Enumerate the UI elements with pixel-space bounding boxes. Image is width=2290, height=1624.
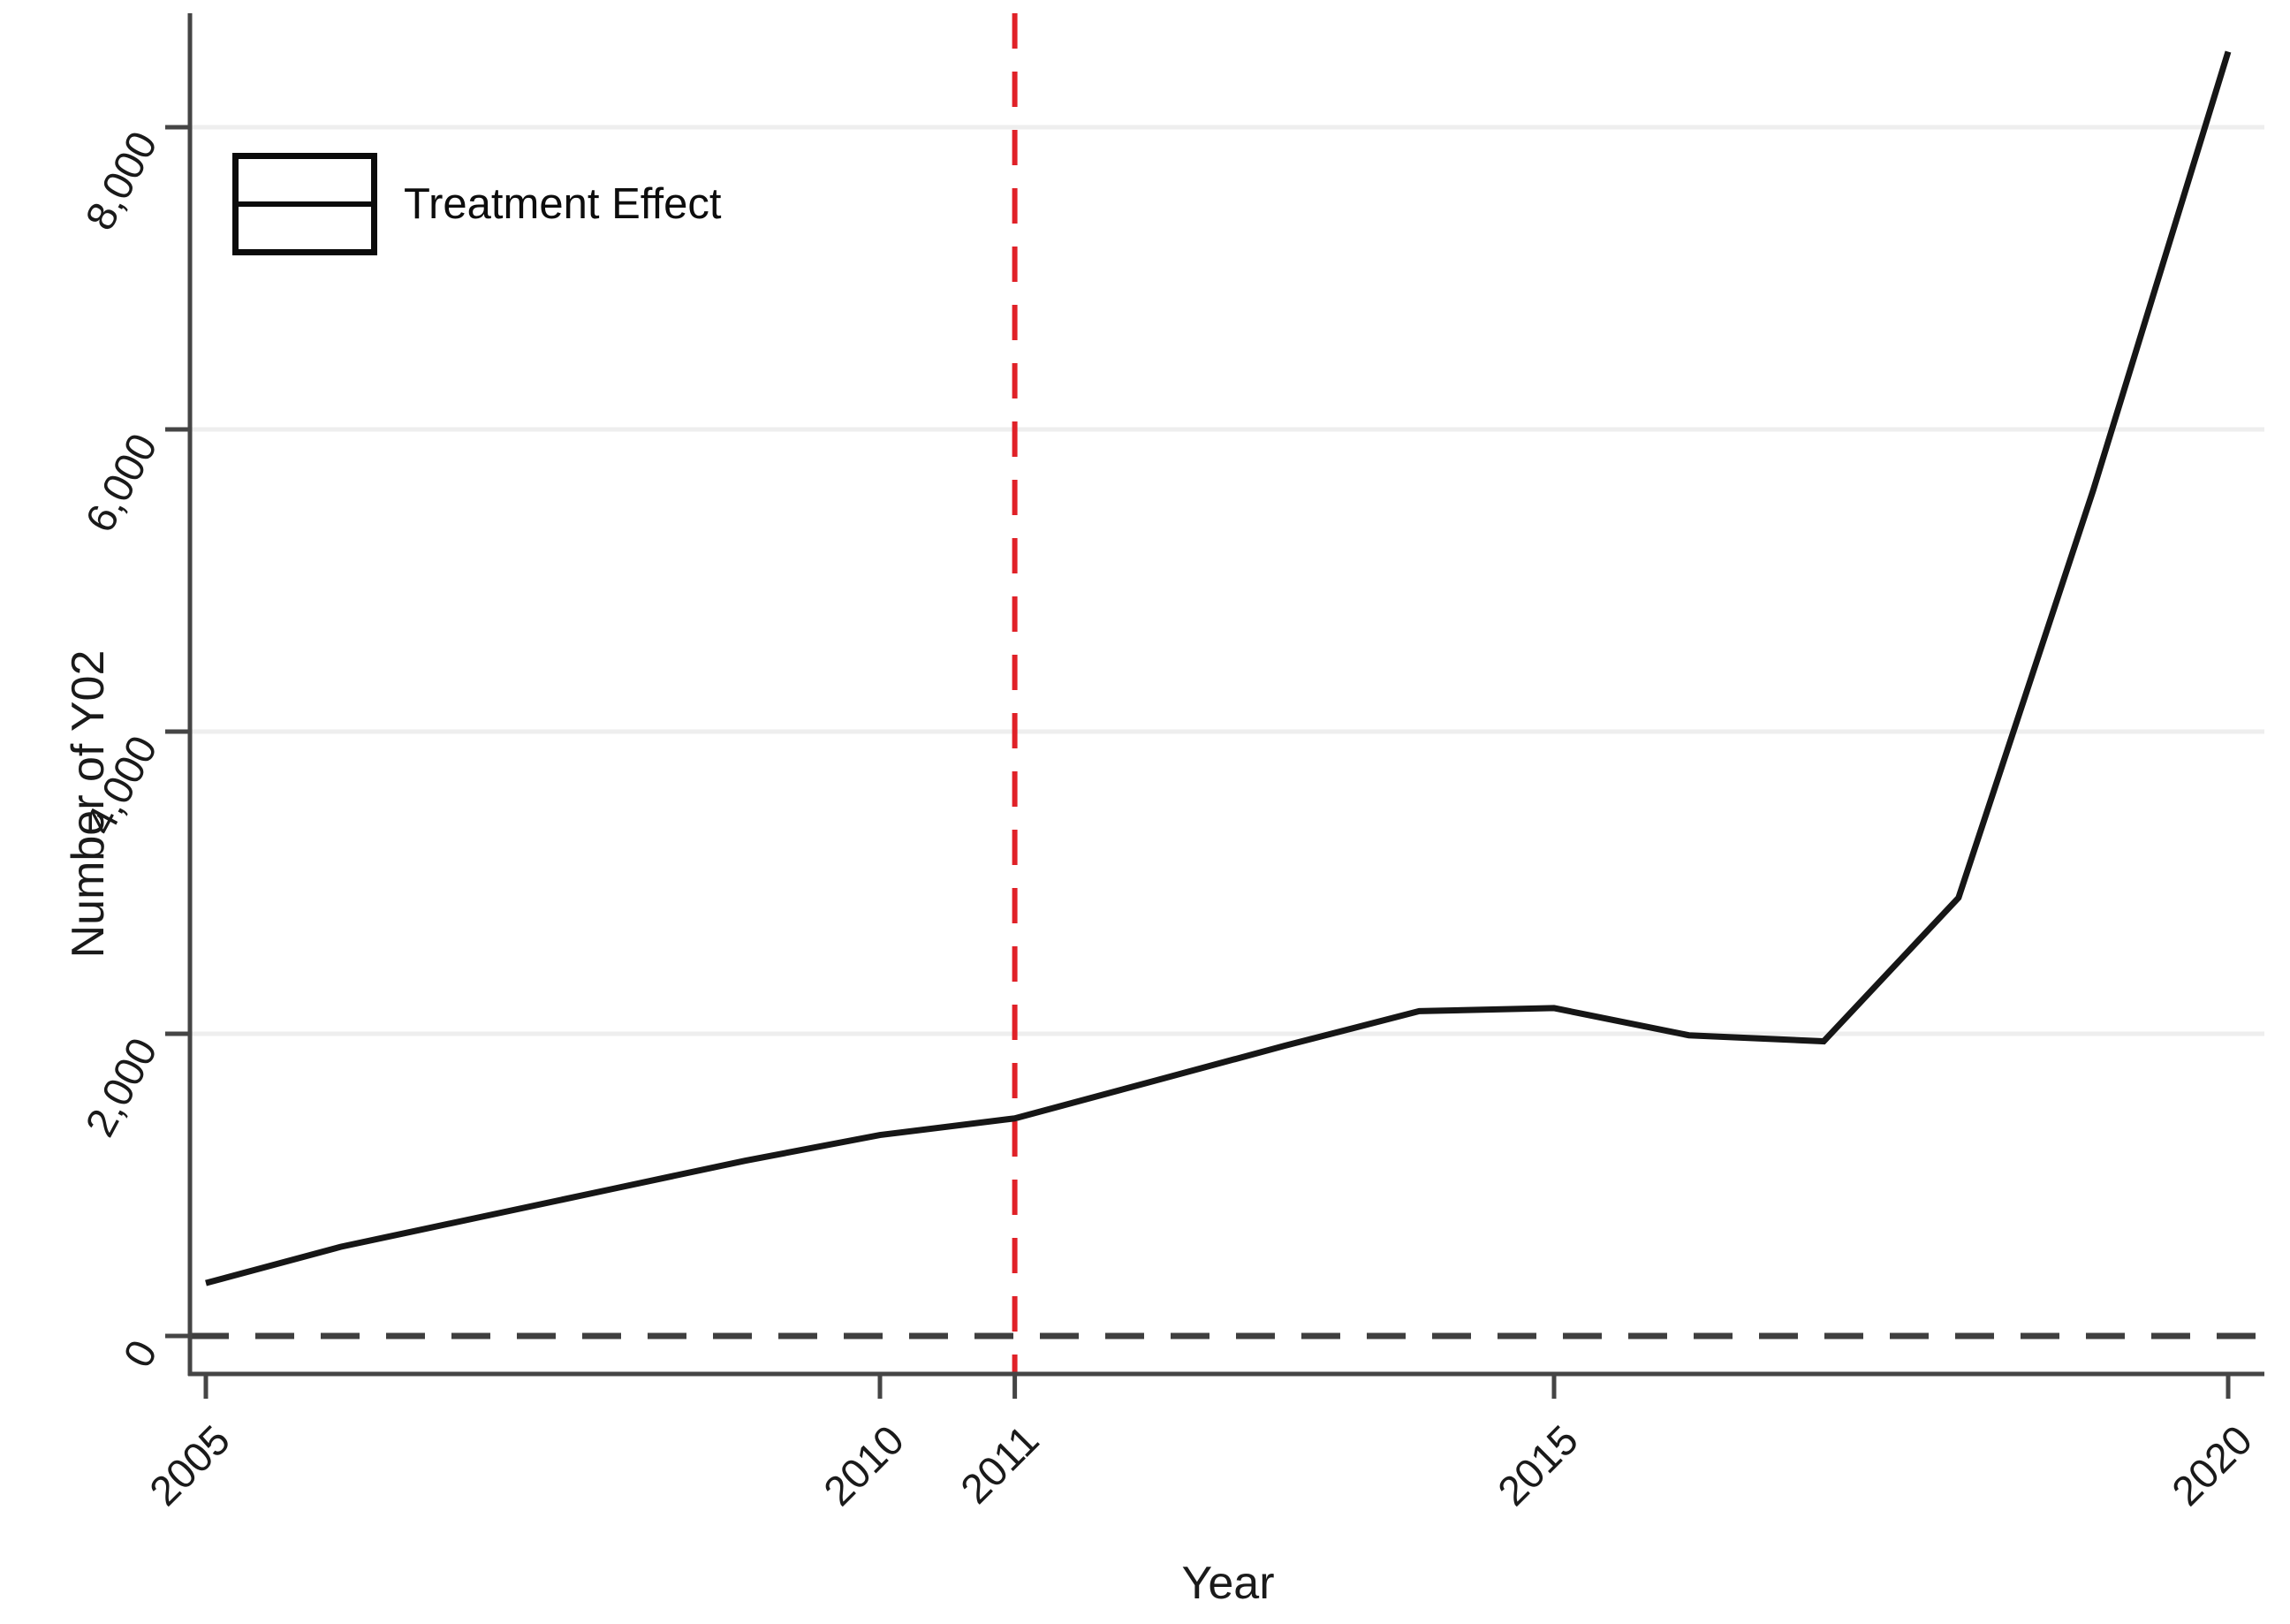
x-axis-title: Year: [1181, 1558, 1275, 1609]
x-tick-label: 2011: [952, 1416, 1048, 1513]
legend-key-box: [232, 153, 377, 255]
legend: Treatment Effect: [232, 153, 722, 255]
y-tick-label: 8,000: [76, 124, 166, 238]
x-tick-label: 2020: [2163, 1416, 2261, 1514]
treatment-effect-line: [205, 50, 2232, 1286]
y-tick-label: 2,000: [76, 1030, 166, 1144]
y-tick-label: 0: [114, 1332, 166, 1375]
y-axis-title: Number of Y02: [63, 649, 114, 959]
x-tick-label: 2010: [815, 1416, 913, 1514]
legend-label: Treatment Effect: [404, 180, 722, 228]
x-tick-label: 2015: [1489, 1416, 1587, 1514]
legend-line-sample: [237, 201, 373, 207]
x-tick-label: 2005: [140, 1416, 239, 1514]
y-tick-label: 6,000: [76, 426, 166, 540]
